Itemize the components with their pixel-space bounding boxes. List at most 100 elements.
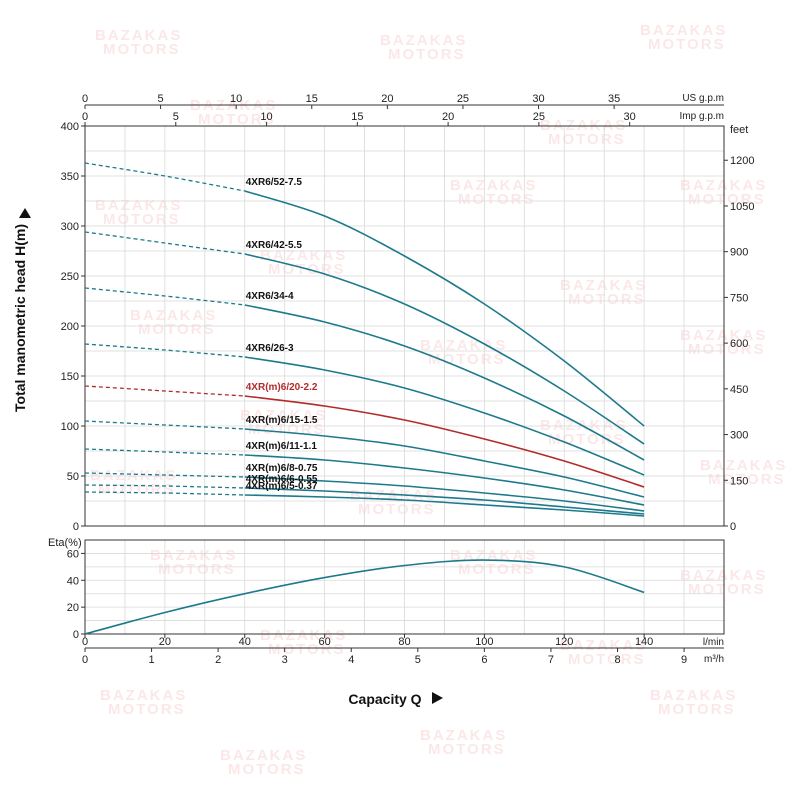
us-gpm-unit: US g.p.m <box>682 93 724 104</box>
y-tick-label: 200 <box>61 321 79 333</box>
head-curve <box>244 494 645 517</box>
head-curve <box>244 356 645 476</box>
watermark-text: BAZAKAS <box>380 32 467 49</box>
head-curve <box>244 454 645 506</box>
m3h-tick-label: 6 <box>481 654 487 666</box>
efficiency-tick-label: 20 <box>67 602 79 614</box>
head-curve-dashed-segment <box>84 472 245 478</box>
y-axis-title: Total manometric head H(m) <box>12 224 28 412</box>
lpm-tick-label: 0 <box>82 636 88 648</box>
watermark-text: BAZAKAS <box>640 22 727 39</box>
lpm-unit: l/min <box>703 637 724 648</box>
curve-label: 4XR6/52-7.5 <box>246 177 303 188</box>
imp-gpm-unit: Imp g.p.m <box>680 111 724 122</box>
watermark-text: MOTORS <box>688 341 766 358</box>
m3h-tick-label: 5 <box>415 654 421 666</box>
watermark-text: MOTORS <box>158 561 236 578</box>
watermark-text: BAZAKAS <box>220 747 307 764</box>
m3h-tick-label: 7 <box>548 654 554 666</box>
watermark-text: MOTORS <box>648 36 726 53</box>
efficiency-tick-label: 60 <box>67 548 79 560</box>
head-curve <box>244 190 645 427</box>
head-curve-dashed-segment <box>84 231 245 255</box>
watermark-text: MOTORS <box>658 701 736 718</box>
watermark-text: BAZAKAS <box>95 27 182 44</box>
y2-tick-label: 900 <box>730 247 748 259</box>
head-curve-dashed-segment <box>84 484 245 489</box>
imp-gpm-tick-label: 20 <box>442 111 454 123</box>
head-curve <box>244 428 645 498</box>
watermark-text: MOTORS <box>388 46 466 63</box>
us-gpm-tick-label: 15 <box>306 93 318 105</box>
watermark-text: BAZAKAS <box>560 277 647 294</box>
watermark-text: MOTORS <box>358 501 436 518</box>
us-gpm-tick-label: 20 <box>381 93 393 105</box>
m3h-unit: m³/h <box>704 654 724 665</box>
watermark-text: MOTORS <box>458 561 536 578</box>
m3h-tick-label: 1 <box>149 654 155 666</box>
watermark-text: BAZAKAS <box>680 567 767 584</box>
watermark-text: BAZAKAS <box>260 627 347 644</box>
head-curve <box>244 476 645 512</box>
watermark-text: BAZAKAS <box>650 687 737 704</box>
m3h-tick-label: 9 <box>681 654 687 666</box>
m3h-tick-label: 8 <box>614 654 620 666</box>
watermark-text: BAZAKAS <box>420 727 507 744</box>
watermark-text: MOTORS <box>103 211 181 228</box>
watermark-text: MOTORS <box>688 191 766 208</box>
watermark-text: BAZAKAS <box>240 407 327 424</box>
y2-tick-label: 0 <box>730 521 736 533</box>
efficiency-tick-label: 0 <box>73 629 79 641</box>
efficiency-axis-title: Eta(%) <box>48 537 82 549</box>
curve-label: 4XR(m)6/5-0.37 <box>246 481 318 492</box>
y2-axis-unit: feet <box>730 124 748 136</box>
watermark-text: MOTORS <box>458 191 536 208</box>
lpm-tick-label: 100 <box>475 636 493 648</box>
watermark-text: BAZAKAS <box>680 327 767 344</box>
head-curve <box>244 487 645 515</box>
m3h-tick-label: 0 <box>82 654 88 666</box>
watermark-text: BAZAKAS <box>100 687 187 704</box>
head-curve-dashed-segment <box>84 420 245 430</box>
curve-label: 4XR(m)6/15-1.5 <box>246 415 318 426</box>
y2-tick-label: 600 <box>730 338 748 350</box>
head-curve-dashed-segment <box>84 448 245 456</box>
watermark-text: BAZAKAS <box>90 467 177 484</box>
head-curve <box>244 395 645 488</box>
watermark-text: MOTORS <box>228 761 306 778</box>
watermark-text: BAZAKAS <box>680 177 767 194</box>
us-gpm-tick-label: 0 <box>82 93 88 105</box>
head-curve <box>244 253 645 445</box>
watermark-text: MOTORS <box>568 291 646 308</box>
x-axis-arrow-icon <box>432 692 443 704</box>
us-gpm-tick-label: 30 <box>532 93 544 105</box>
imp-gpm-tick-label: 10 <box>260 111 272 123</box>
head-curve-dashed-segment <box>84 385 245 397</box>
y-axis-arrow-icon <box>19 208 31 218</box>
us-gpm-tick-label: 25 <box>457 93 469 105</box>
watermark-text: MOTORS <box>138 321 216 338</box>
watermark-text: MOTORS <box>568 651 646 668</box>
y2-tick-label: 750 <box>730 292 748 304</box>
curve-label: 4XR6/26-3 <box>246 343 294 354</box>
imp-gpm-tick-label: 5 <box>173 111 179 123</box>
watermark-text: MOTORS <box>428 741 506 758</box>
label-layer: 4XR6/52-7.5 4XR6/42-5.5 4XR6/34-4 4XR6/26-3… <box>246 177 318 492</box>
watermark-text: MOTORS <box>708 471 786 488</box>
curve-label: 4XR6/42-5.5 <box>246 240 303 251</box>
lpm-tick-label: 140 <box>635 636 653 648</box>
imp-gpm-tick-label: 15 <box>351 111 363 123</box>
us-gpm-tick-label: 10 <box>230 93 242 105</box>
curve-label: 4XR6/34-4 <box>246 291 294 302</box>
lpm-tick-label: 120 <box>555 636 573 648</box>
curve-label: 4XR(m)6/11-1.1 <box>246 441 318 452</box>
watermark-text: MOTORS <box>268 641 346 658</box>
imp-gpm-tick-label: 30 <box>624 111 636 123</box>
head-curve-dashed-segment <box>84 287 245 306</box>
watermark-text: MOTORS <box>198 111 276 128</box>
y-tick-label: 400 <box>61 121 79 133</box>
lpm-tick-label: 20 <box>159 636 171 648</box>
series-layer <box>84 162 645 635</box>
